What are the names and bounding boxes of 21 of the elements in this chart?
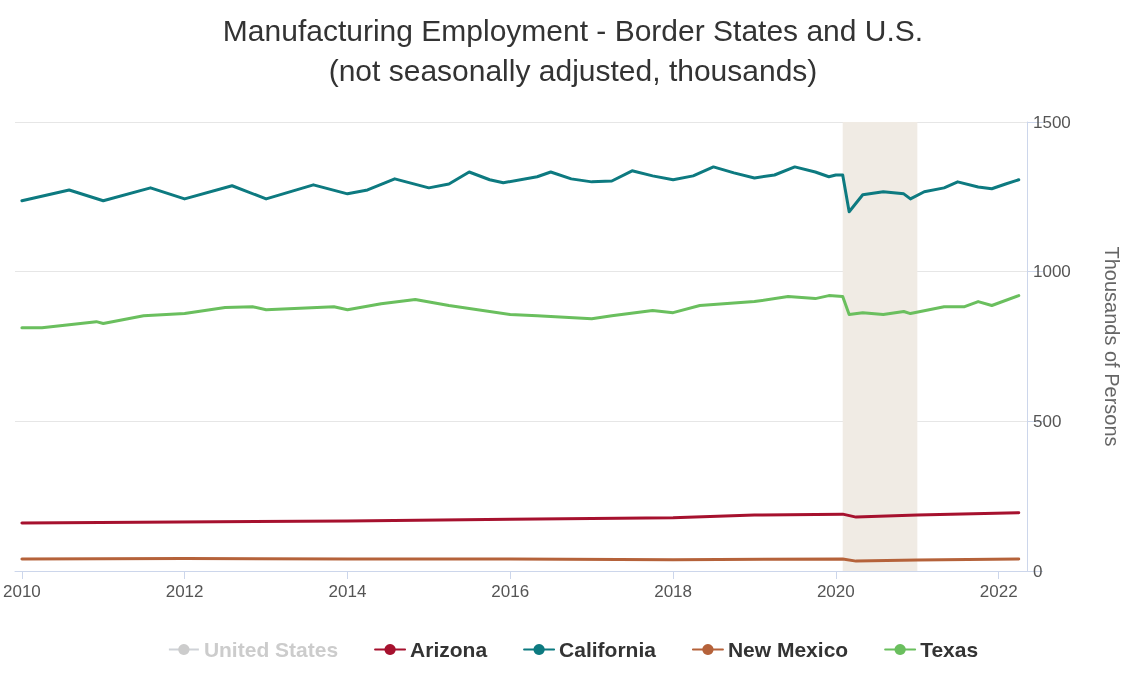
x-tick-label: 2018 — [654, 582, 693, 601]
legend-label: New Mexico — [727, 638, 849, 661]
y-axis-title: Thousands of Persons — [1101, 246, 1123, 447]
y-tick-label: 500 — [1033, 411, 1062, 431]
y-tick-label: 1500 — [1033, 112, 1071, 132]
line-series — [20, 165, 1021, 214]
x-tick-label: 2014 — [328, 582, 367, 601]
x-tick-label: 2016 — [491, 582, 530, 601]
x-tick-label: 2010 — [3, 582, 41, 601]
legend-label: Arizona — [410, 638, 488, 661]
legend-label: Texas — [920, 638, 979, 661]
y-tick-label: 0 — [1033, 561, 1043, 581]
legend-label: California — [559, 638, 657, 661]
x-tick-label: 2022 — [979, 582, 1018, 601]
line-series — [20, 511, 1021, 525]
chart-title: Manufacturing Employment - Border States and U.S. — [222, 13, 924, 47]
chart-subtitle: (not seasonally adjusted, thousands) — [328, 53, 818, 87]
x-tick-label: 2020 — [816, 582, 855, 601]
y-tick-label: 1000 — [1033, 262, 1071, 282]
line-series — [20, 294, 1021, 330]
x-tick-label: 2012 — [165, 582, 204, 601]
